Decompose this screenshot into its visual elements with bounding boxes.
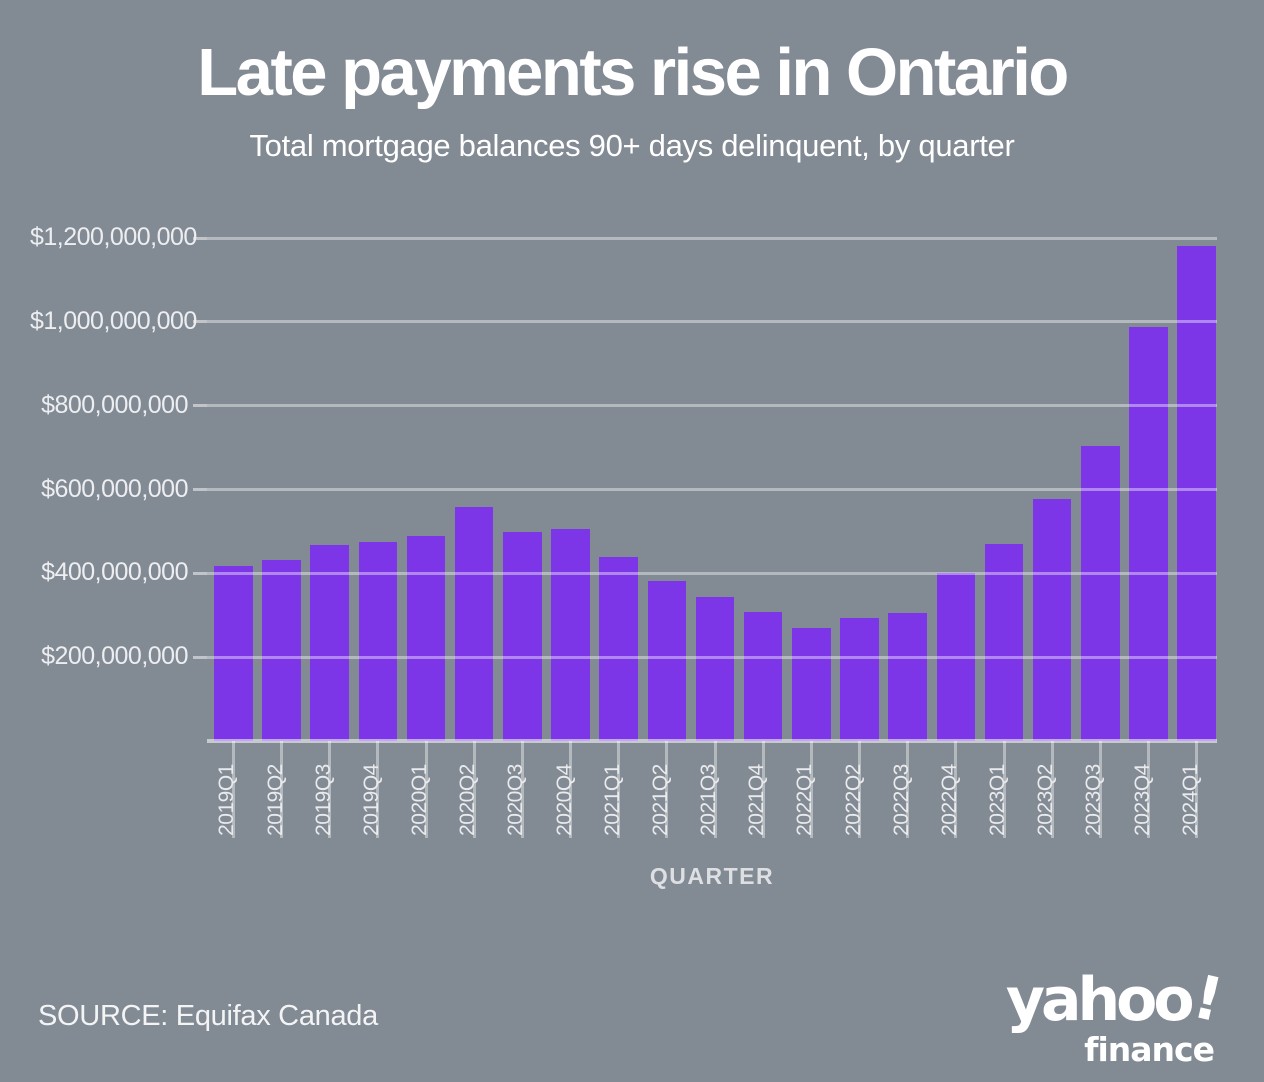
- x-tick-label: 2020Q2: [456, 764, 480, 836]
- bar-2021Q2: [647, 581, 687, 741]
- x-tick-label: 2020Q1: [408, 764, 431, 836]
- bar-2022Q4: [936, 572, 976, 741]
- y-tick: [193, 655, 207, 659]
- x-tick: [280, 741, 283, 838]
- y-tick: [193, 488, 207, 491]
- x-tick: [858, 741, 861, 838]
- y-tick-label: $600,000,000: [41, 474, 188, 503]
- x-tick: [954, 741, 958, 838]
- x-tick-label: 2022Q1: [793, 764, 817, 836]
- bar-2023Q2: [1032, 499, 1072, 741]
- x-tick: [665, 741, 669, 838]
- x-tick: [1195, 741, 1199, 838]
- x-tick-label: 2019Q2: [263, 764, 287, 836]
- y-tick: [193, 236, 207, 240]
- x-tick: [1050, 741, 1054, 838]
- x-tick: [520, 741, 524, 838]
- yahoo-finance-logo: yahoo! finance: [1006, 962, 1225, 1069]
- y-tick-label: $800,000,000: [41, 390, 188, 419]
- bar-2019Q3: [310, 544, 349, 741]
- chart-subtitle: Total mortgage balances 90+ days delinqu…: [249, 128, 1015, 163]
- bar-2024Q1: [1177, 246, 1216, 741]
- x-tick-label: 2023Q4: [1130, 764, 1154, 836]
- gridline: [207, 488, 1217, 491]
- bar-2019Q1: [214, 566, 253, 741]
- x-tick: [424, 741, 428, 838]
- x-tick-label: 2021Q1: [600, 764, 624, 836]
- yahoo-wordmark: yahoo!: [1006, 962, 1225, 1035]
- x-tick: [617, 741, 621, 838]
- x-tick-label: 2020Q4: [552, 764, 576, 836]
- x-tick: [1002, 741, 1006, 838]
- finance-wordmark: finance: [1084, 1030, 1215, 1069]
- x-tick: [809, 741, 813, 838]
- bar-2020Q2: [454, 507, 494, 741]
- x-tick-label: 2022Q4: [937, 764, 961, 836]
- x-tick-label: 2020Q3: [504, 764, 528, 836]
- bar-2023Q3: [1081, 445, 1120, 741]
- x-tick: [761, 741, 765, 838]
- x-tick: [1098, 741, 1102, 838]
- x-tick: [569, 741, 572, 838]
- gridline: [207, 404, 1217, 408]
- x-tick: [376, 741, 380, 838]
- x-tick-label: 2021Q4: [745, 764, 769, 836]
- gridline: [207, 236, 1217, 240]
- exclamation-mark: !: [1186, 961, 1225, 1036]
- bar-2019Q4: [358, 541, 398, 741]
- x-tick-label: 2023Q1: [986, 764, 1009, 836]
- y-tick: [193, 404, 207, 408]
- gridline: [207, 655, 1217, 659]
- page-title: Late payments rise in Ontario: [197, 35, 1069, 110]
- gridline: [207, 571, 1217, 575]
- x-tick: [713, 741, 717, 838]
- bar-2021Q3: [695, 597, 735, 741]
- bar-2021Q1: [599, 557, 638, 741]
- x-tick-label: 2024Q1: [1178, 764, 1202, 836]
- x-tick: [231, 741, 235, 838]
- chart-area: QUARTER 2019Q1 2019Q2 2019Q3 2019Q4 2020Q1 20…: [193, 236, 1217, 889]
- x-tick-label: 2019Q1: [215, 764, 239, 836]
- x-axis-line: [207, 739, 1217, 743]
- bar-2022Q1: [792, 627, 831, 741]
- bar-2020Q3: [503, 531, 542, 741]
- bar-2022Q2: [840, 618, 879, 741]
- x-tick-label: 2021Q3: [697, 764, 720, 836]
- bar-2023Q4: [1129, 326, 1168, 741]
- y-tick: [193, 571, 207, 575]
- x-tick: [328, 741, 332, 838]
- bar-2022Q3: [888, 613, 927, 741]
- bar-2019Q2: [262, 559, 301, 741]
- yahoo-text: yahoo: [1005, 965, 1195, 1035]
- x-tick: [906, 741, 910, 838]
- y-tick-label: $1,200,000,000: [30, 223, 197, 251]
- x-tick-label: 2022Q3: [889, 764, 913, 836]
- x-axis-title: QUARTER: [649, 863, 775, 889]
- y-tick-label: $400,000,000: [41, 558, 188, 587]
- y-tick-label: $1,000,000,000: [30, 306, 197, 335]
- bar-2020Q4: [551, 528, 590, 741]
- gridline: [207, 320, 1217, 324]
- bar-2020Q1: [406, 535, 446, 741]
- x-tick-label: 2023Q3: [1082, 764, 1106, 836]
- x-tick: [1147, 741, 1150, 838]
- x-tick-label: 2019Q4: [359, 764, 383, 836]
- y-tick-label: $200,000,000: [41, 642, 188, 671]
- x-tick-label: 2022Q2: [841, 764, 865, 836]
- source-credit: SOURCE: Equifax Canada: [38, 1000, 378, 1032]
- x-tick-label: 2023Q2: [1034, 764, 1058, 836]
- bar-2021Q4: [743, 611, 783, 741]
- x-tick: [472, 741, 476, 838]
- x-tick-label: 2019Q3: [311, 764, 335, 836]
- y-tick: [193, 320, 207, 324]
- x-tick-label: 2021Q2: [648, 764, 672, 836]
- bar-2023Q1: [984, 544, 1024, 741]
